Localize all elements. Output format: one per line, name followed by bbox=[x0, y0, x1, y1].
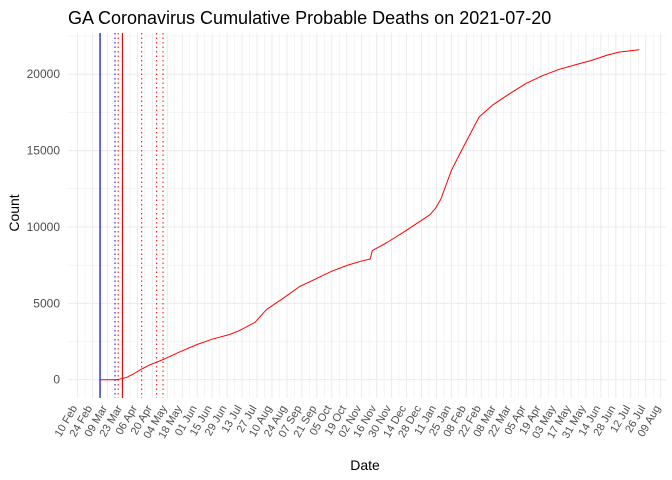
y-tick-label: 0 bbox=[53, 373, 60, 387]
reference-lines bbox=[99, 33, 164, 398]
y-tick-label: 10000 bbox=[27, 220, 61, 234]
y-axis-title: Count bbox=[6, 194, 22, 231]
x-axis-title: Date bbox=[350, 457, 380, 473]
y-tick-label: 15000 bbox=[27, 144, 61, 158]
y-tick-label: 5000 bbox=[33, 296, 60, 310]
grid bbox=[68, 33, 666, 398]
chart-title: GA Coronavirus Cumulative Probable Death… bbox=[68, 8, 551, 28]
series-line bbox=[100, 49, 640, 381]
y-tick-label: 20000 bbox=[27, 67, 61, 81]
y-axis-ticks: 0 5000 10000 15000 20000 bbox=[27, 67, 61, 386]
series-layer bbox=[100, 49, 640, 381]
